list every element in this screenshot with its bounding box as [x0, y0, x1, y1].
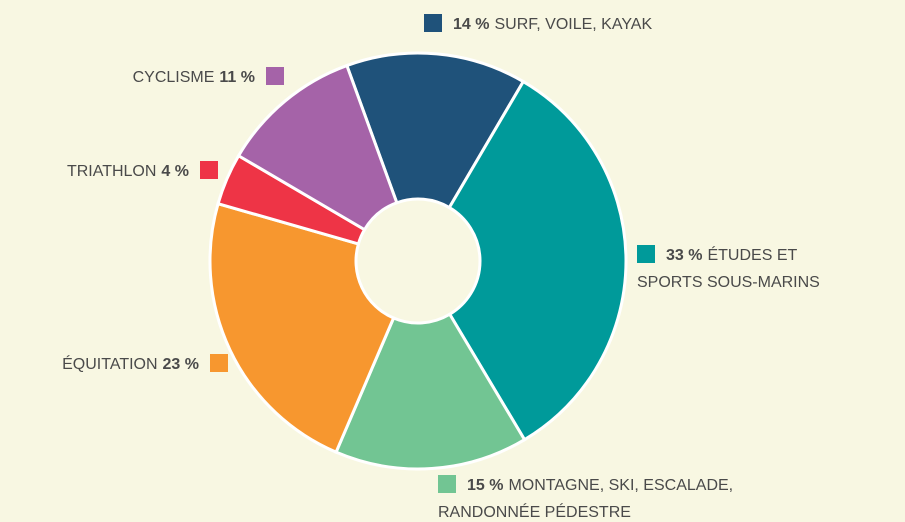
legend-label: 33 % ÉTUDES ET SPORTS SOUS-MARINS — [637, 242, 820, 296]
donut-slice — [447, 79, 628, 442]
legend-label: 15 % MONTAGNE, SKI, ESCALADE, RANDONNÉE P… — [438, 472, 733, 522]
value-label: 4 % — [161, 163, 189, 180]
donut-slice — [208, 201, 396, 455]
category-label: TRIATHLON — [66, 163, 157, 180]
value-label: 15 % — [467, 477, 504, 494]
legend-label: TRIATHLON 4 % — [67, 158, 218, 185]
value-label: 14 % — [453, 16, 490, 33]
value-label: 23 % — [162, 356, 199, 373]
donut-slice — [344, 51, 526, 210]
legend-label: 14 % SURF, VOILE, KAYAK — [424, 11, 652, 38]
value-label: 33 % — [666, 247, 703, 264]
value-label: 11 % — [219, 69, 255, 86]
legend-label: CYCLISME 11 % — [133, 64, 284, 91]
legend-swatch — [438, 475, 456, 493]
category-label: ÉTUDES ET SPORTS SOUS-MARINS — [637, 247, 820, 291]
donut-slice — [334, 312, 527, 471]
legend-swatch — [200, 161, 218, 179]
legend-swatch — [637, 245, 655, 263]
donut-slice — [236, 63, 399, 232]
category-label: MONTAGNE, SKI, ESCALADE, RANDONNÉE PÉDES… — [438, 477, 734, 521]
category-label: ÉQUITATION — [62, 356, 158, 373]
category-label: CYCLISME — [132, 69, 215, 86]
legend-swatch — [210, 354, 228, 372]
category-label: SURF, VOILE, KAYAK — [494, 16, 653, 33]
legend-swatch — [266, 67, 284, 85]
legend-swatch — [424, 14, 442, 32]
legend-label: ÉQUITATION 23 % — [62, 351, 228, 378]
